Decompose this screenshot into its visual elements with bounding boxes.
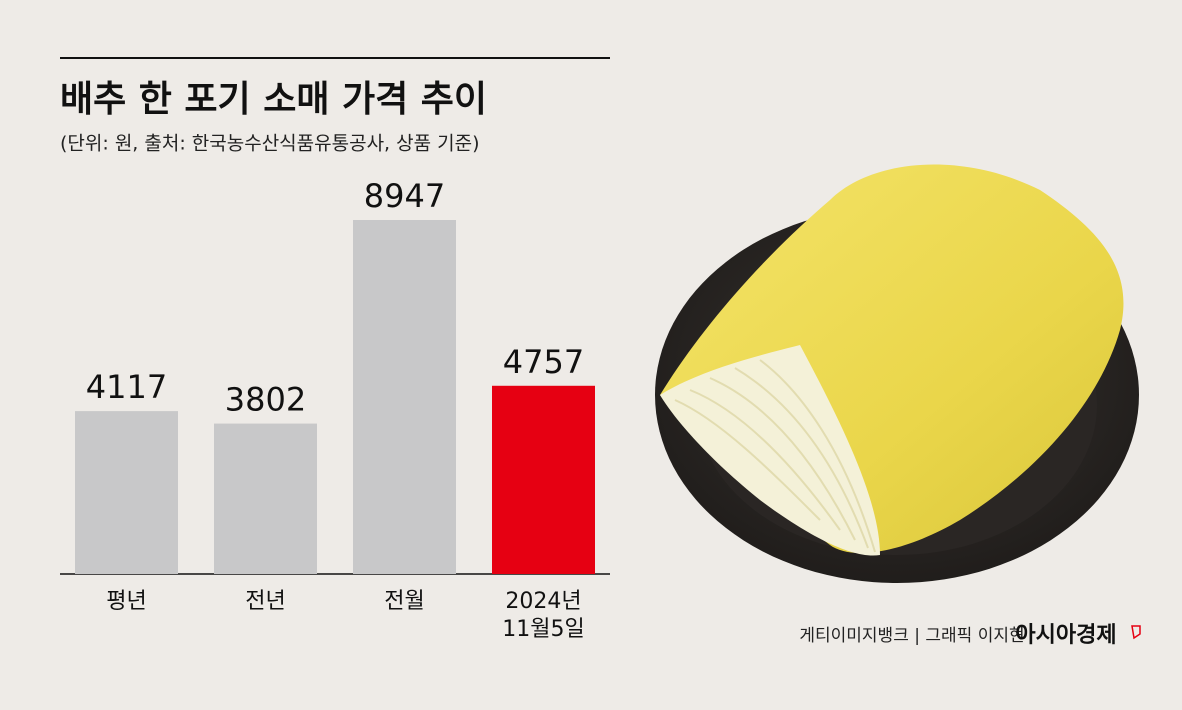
bar bbox=[353, 220, 456, 574]
brand-mark bbox=[1131, 625, 1141, 640]
cabbage-illustration bbox=[655, 164, 1139, 583]
value-label: 8947 bbox=[364, 177, 445, 215]
chart-subtitle: (단위: 원, 출처: 한국농수산식품유통공사, 상품 기준) bbox=[60, 133, 480, 155]
value-label: 3802 bbox=[225, 381, 306, 419]
cabbage-stalks bbox=[660, 345, 880, 556]
chart-title: 배추 한 포기 소매 가격 추이 bbox=[60, 79, 487, 120]
category-label: 2024년 11월5일 bbox=[502, 589, 585, 642]
category-label: 평년 bbox=[106, 589, 147, 614]
brand: 아시아경제 bbox=[1015, 623, 1116, 648]
bar bbox=[75, 411, 178, 574]
credit: 게티이미지뱅크 | 그래픽 이지현 bbox=[799, 626, 1024, 646]
bar bbox=[214, 423, 317, 574]
value-label: 4757 bbox=[503, 343, 584, 381]
category-label: 전년 bbox=[245, 589, 286, 614]
category-label: 전월 bbox=[384, 589, 425, 614]
stalk-lines bbox=[674, 359, 876, 553]
value-label: 4117 bbox=[86, 368, 167, 406]
bar bbox=[492, 385, 595, 574]
